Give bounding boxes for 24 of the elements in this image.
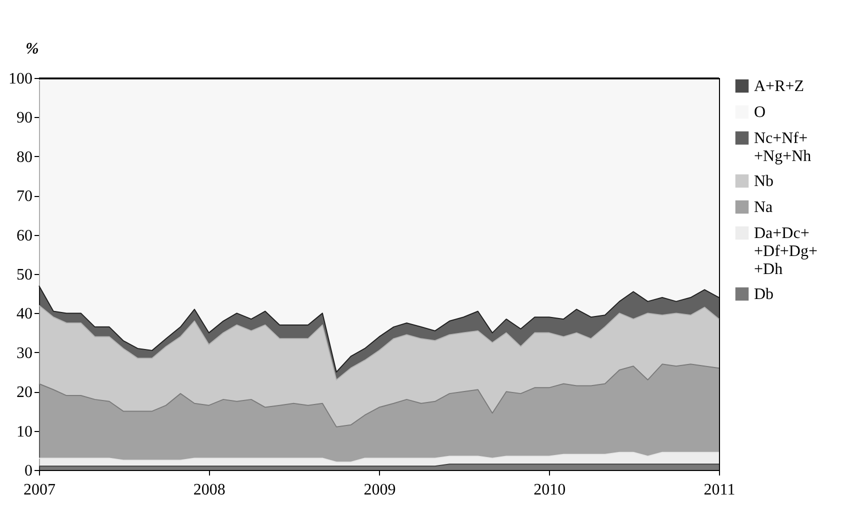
x-tick-label: 2011 <box>704 482 736 498</box>
x-tick-label: 2009 <box>364 482 396 498</box>
y-tick-label: 50 <box>16 266 32 284</box>
legend-label: A+R+Z <box>754 78 804 95</box>
y-tick-label: 40 <box>16 306 32 323</box>
legend-label: Da+Dc++Df+Dg++Dh <box>754 225 818 278</box>
legend-label: Db <box>754 286 774 303</box>
y-tick-label: 70 <box>16 188 32 206</box>
legend-label: Nb <box>754 173 774 190</box>
y-tick-label: 30 <box>16 344 32 362</box>
y-axis-title: % <box>26 40 39 58</box>
x-tick-label: 2010 <box>534 482 566 498</box>
y-tick-label: 20 <box>16 384 32 402</box>
y-tick-label: 80 <box>16 148 32 166</box>
y-tick-label: 90 <box>16 110 32 127</box>
y-tick-label: 60 <box>16 227 32 244</box>
legend-label: Nc+Nf++Ng+Nh <box>754 130 812 165</box>
y-tick-label: 10 <box>16 423 32 440</box>
y-tick-label: 100 <box>8 70 32 88</box>
x-tick-label: 2007 <box>24 482 56 498</box>
y-tick-label: 0 <box>24 462 32 480</box>
x-tick-label: 2008 <box>193 482 226 498</box>
legend-label: O <box>754 104 766 121</box>
legend-label: Na <box>754 199 773 216</box>
